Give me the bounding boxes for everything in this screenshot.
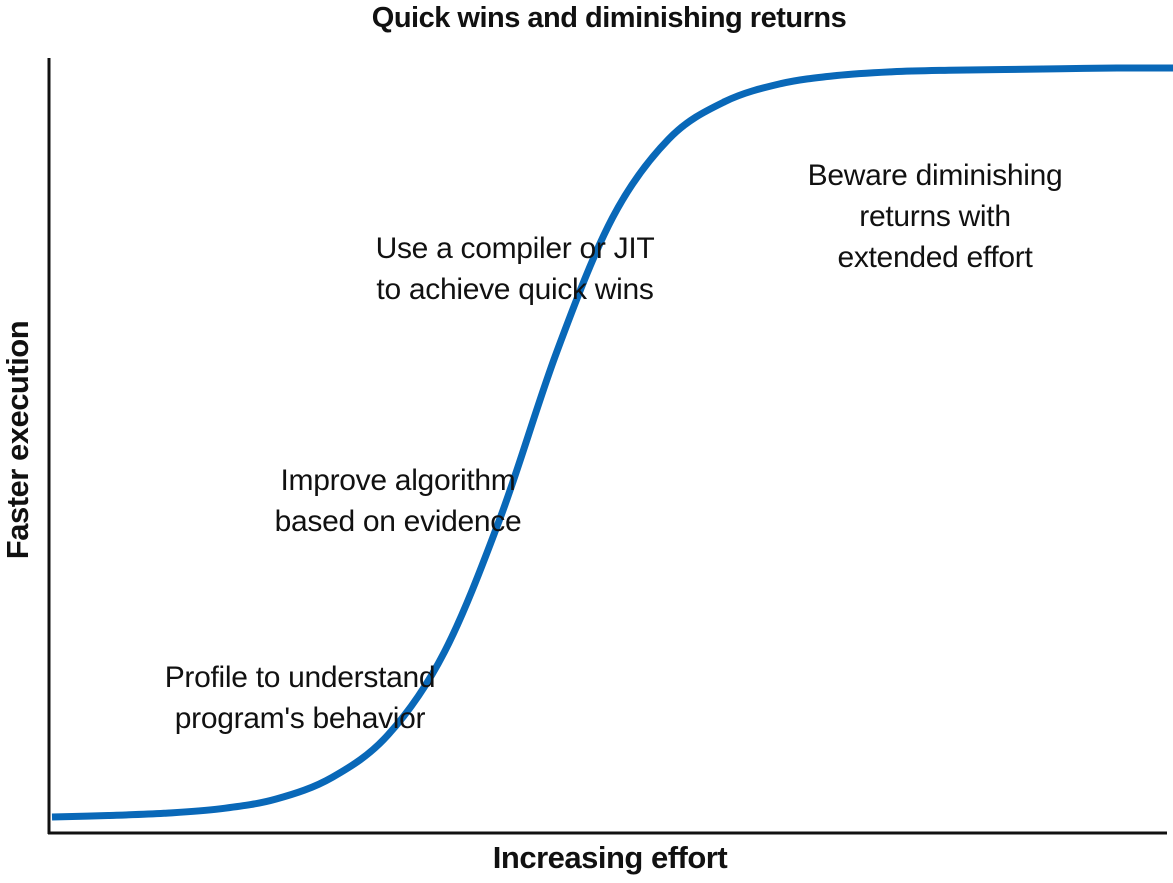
data-point-3 [217, 806, 223, 812]
data-point-10 [610, 215, 616, 221]
annotation-profile-line-1: Profile to understand [164, 661, 436, 694]
annotation-diminishing-line-3: extended effort [837, 241, 1033, 274]
y-axis-label-text: Faster execution [0, 320, 35, 560]
annotation-profile-line-2: program's behavior [174, 702, 426, 735]
data-point-4 [273, 796, 279, 802]
data-point-17 [1002, 67, 1008, 73]
data-point-0 [49, 814, 55, 820]
data-point-2 [161, 810, 167, 816]
data-point-5 [329, 774, 335, 780]
data-point-11 [666, 136, 672, 142]
s-curve-line [51, 64, 1173, 821]
annotation-compiler-line-2: to achieve quick wins [376, 273, 654, 306]
data-point-18 [1058, 66, 1064, 72]
annotation-algorithm-line-2: based on evidence [274, 505, 522, 538]
data-point-7 [441, 649, 447, 655]
annotation-diminishing-line-2: returns with [859, 200, 1011, 233]
data-point-13 [778, 81, 784, 87]
data-point-14 [834, 73, 840, 79]
annotation-algorithm: Improve algorithm based on evidence [248, 460, 548, 542]
data-point-15 [890, 69, 896, 75]
annotation-algorithm-line-1: Improve algorithm [280, 464, 516, 497]
annotation-diminishing-line-1: Beware diminishing [807, 159, 1063, 192]
data-point-1 [105, 813, 111, 819]
annotation-diminishing: Beware diminishing returns with extended… [795, 155, 1075, 278]
data-point-12 [722, 99, 728, 105]
x-axis-label: Increasing effort [492, 840, 728, 875]
annotation-compiler: Use a compiler or JIT to achieve quick w… [350, 228, 680, 310]
annotation-profile: Profile to understand program's behavior [140, 657, 460, 739]
chart-title: Quick wins and diminishing returns [371, 2, 847, 34]
annotation-compiler-line-1: Use a compiler or JIT [375, 232, 655, 265]
data-point-16 [946, 67, 952, 73]
data-point-19 [1114, 65, 1120, 71]
data-point-9 [554, 350, 560, 356]
